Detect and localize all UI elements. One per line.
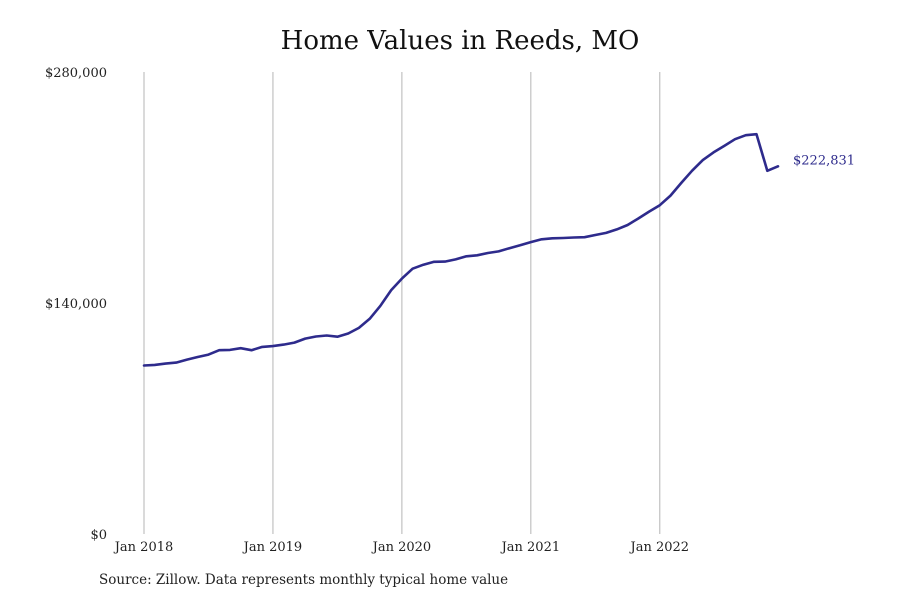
y-tick-label: $280,000 xyxy=(45,66,107,81)
series-layer xyxy=(142,132,780,367)
chart-title: Home Values in Reeds, MO xyxy=(280,26,640,56)
x-tick-label: Jan 2021 xyxy=(500,540,561,555)
end-value-label: $222,831 xyxy=(793,153,855,168)
x-tick-label: Jan 2018 xyxy=(113,540,174,555)
y-tick-label: $140,000 xyxy=(45,297,107,312)
y-axis-tick-labels: $0 $140,000 $280,000 xyxy=(45,66,107,543)
y-tick-label: $0 xyxy=(90,528,107,543)
series-line xyxy=(142,132,780,367)
x-tick-label: Jan 2019 xyxy=(242,540,303,555)
x-axis-tick-labels: Jan 2018 Jan 2019 Jan 2020 Jan 2021 Jan 2022 xyxy=(113,540,689,555)
source-note: Source: Zillow. Data represents monthly … xyxy=(99,572,509,588)
x-tick-label: Jan 2020 xyxy=(371,540,432,555)
gridlines xyxy=(143,72,661,534)
x-tick-label: Jan 2022 xyxy=(629,540,690,555)
data-labels: $222,831 xyxy=(793,153,855,168)
